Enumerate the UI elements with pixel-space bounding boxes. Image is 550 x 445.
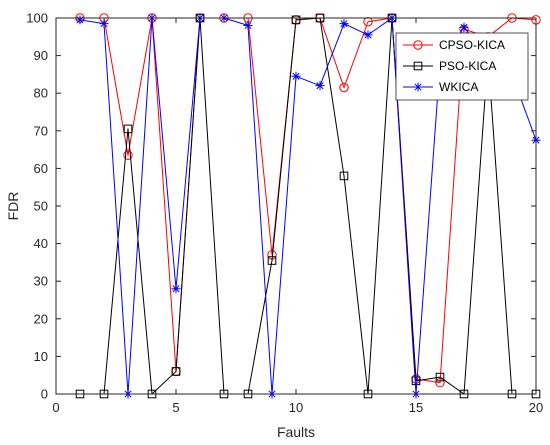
data-point-pso-kica: [123, 124, 133, 134]
data-point-wkica: [243, 21, 253, 31]
legend-label: WKICA: [439, 80, 478, 94]
x-axis-title: Faults: [277, 424, 315, 440]
y-tick-label: 10: [34, 349, 48, 364]
data-point-wkica: [75, 15, 85, 25]
data-point-pso-kica: [291, 15, 301, 25]
y-tick-label: 30: [34, 274, 48, 289]
legend-item-wkica: WKICA: [403, 80, 478, 94]
y-tick-label: 20: [34, 311, 48, 326]
y-axis-title: FDR: [5, 192, 21, 221]
data-point-wkica: [291, 71, 301, 81]
y-tick-label: 40: [34, 236, 48, 251]
ticks-layer: 0 5 10 15 20 0 10 20 30 40 50 60 70 80 90 100: [26, 11, 543, 416]
data-point-wkica: [99, 19, 109, 29]
legend-item-cpso-kica: CPSO-KICA: [403, 38, 505, 52]
y-tick-label: 80: [34, 86, 48, 101]
data-point-pso-kica: [435, 372, 445, 382]
legend-label: CPSO-KICA: [439, 38, 505, 52]
x-tick-label: 0: [52, 400, 59, 415]
data-point-pso-kica: [267, 256, 277, 265]
data-point-cpso-kica: [435, 378, 445, 388]
legend-marker: [413, 82, 423, 92]
data-point-pso-kica: [411, 376, 421, 386]
y-tick-label: 60: [34, 161, 48, 176]
y-tick-label: 50: [34, 199, 48, 214]
x-tick-label: 15: [409, 400, 423, 415]
data-point-wkica: [171, 284, 181, 294]
legend-marker: [413, 40, 423, 50]
x-tick-label: 10: [289, 400, 303, 415]
legend: CPSO-KICA PSO-KICA WKICA: [395, 32, 529, 101]
legend-item-pso-kica: PSO-KICA: [403, 59, 496, 73]
data-point-cpso-kica: [123, 150, 133, 160]
x-tick-label: 5: [172, 400, 179, 415]
legend-marker: [413, 61, 423, 71]
y-tick-label: 70: [34, 123, 48, 138]
data-point-wkica: [315, 81, 325, 91]
y-tick-label: 100: [26, 11, 48, 26]
y-tick-label: 0: [41, 387, 48, 402]
data-point-wkica: [459, 22, 469, 32]
data-point-wkica: [363, 30, 373, 40]
data-point-pso-kica: [171, 367, 181, 376]
data-point-pso-kica: [339, 171, 349, 181]
legend-label: PSO-KICA: [439, 59, 496, 73]
data-point-wkica: [339, 19, 349, 29]
x-tick-label: 20: [529, 400, 543, 415]
y-tick-label: 90: [34, 48, 48, 63]
data-point-cpso-kica: [339, 82, 349, 93]
